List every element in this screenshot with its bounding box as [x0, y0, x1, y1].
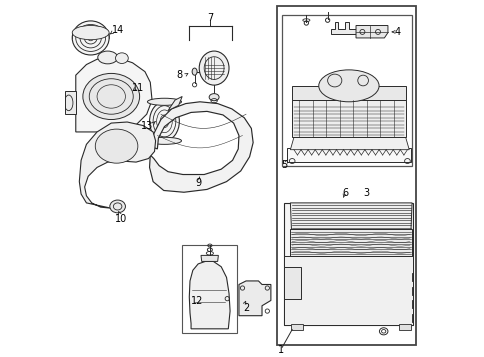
Polygon shape [286, 148, 410, 162]
Text: 12: 12 [191, 296, 203, 306]
Ellipse shape [72, 21, 109, 55]
Bar [277, 6, 415, 345]
Ellipse shape [192, 68, 197, 75]
Ellipse shape [83, 74, 139, 120]
Polygon shape [284, 256, 412, 325]
Text: 13: 13 [140, 121, 152, 131]
Text: 3: 3 [362, 188, 368, 198]
Polygon shape [290, 230, 411, 256]
Text: 9: 9 [195, 178, 201, 188]
Text: 11: 11 [132, 82, 144, 92]
Ellipse shape [149, 102, 179, 141]
Ellipse shape [147, 98, 181, 105]
Ellipse shape [98, 51, 118, 64]
Polygon shape [65, 91, 76, 114]
Polygon shape [284, 203, 412, 325]
Ellipse shape [209, 94, 219, 101]
Polygon shape [284, 267, 301, 299]
Polygon shape [79, 122, 155, 208]
Text: 14: 14 [111, 25, 123, 35]
Ellipse shape [199, 51, 228, 85]
Polygon shape [398, 324, 410, 330]
Polygon shape [291, 100, 405, 137]
Text: 5: 5 [280, 160, 287, 170]
Polygon shape [200, 255, 218, 261]
Ellipse shape [72, 26, 109, 40]
Bar [182, 246, 237, 333]
Polygon shape [291, 86, 405, 100]
Text: 10: 10 [114, 214, 127, 224]
Polygon shape [291, 324, 302, 330]
Text: 7: 7 [206, 14, 212, 24]
Polygon shape [331, 22, 355, 34]
Text: 1: 1 [277, 345, 283, 355]
Polygon shape [189, 261, 229, 329]
Polygon shape [134, 134, 147, 146]
Polygon shape [355, 26, 387, 38]
Polygon shape [76, 57, 151, 132]
Ellipse shape [147, 137, 181, 144]
Text: 8: 8 [176, 70, 182, 80]
Bar [281, 15, 411, 166]
Text: 2: 2 [243, 302, 249, 312]
Polygon shape [149, 102, 253, 192]
Text: 4: 4 [394, 27, 400, 37]
Ellipse shape [318, 70, 378, 102]
Ellipse shape [95, 129, 137, 163]
Ellipse shape [115, 53, 128, 64]
Polygon shape [290, 137, 408, 150]
Text: 6: 6 [342, 188, 348, 198]
Ellipse shape [109, 200, 125, 213]
Polygon shape [290, 203, 411, 230]
Polygon shape [167, 96, 182, 111]
Polygon shape [239, 281, 271, 316]
